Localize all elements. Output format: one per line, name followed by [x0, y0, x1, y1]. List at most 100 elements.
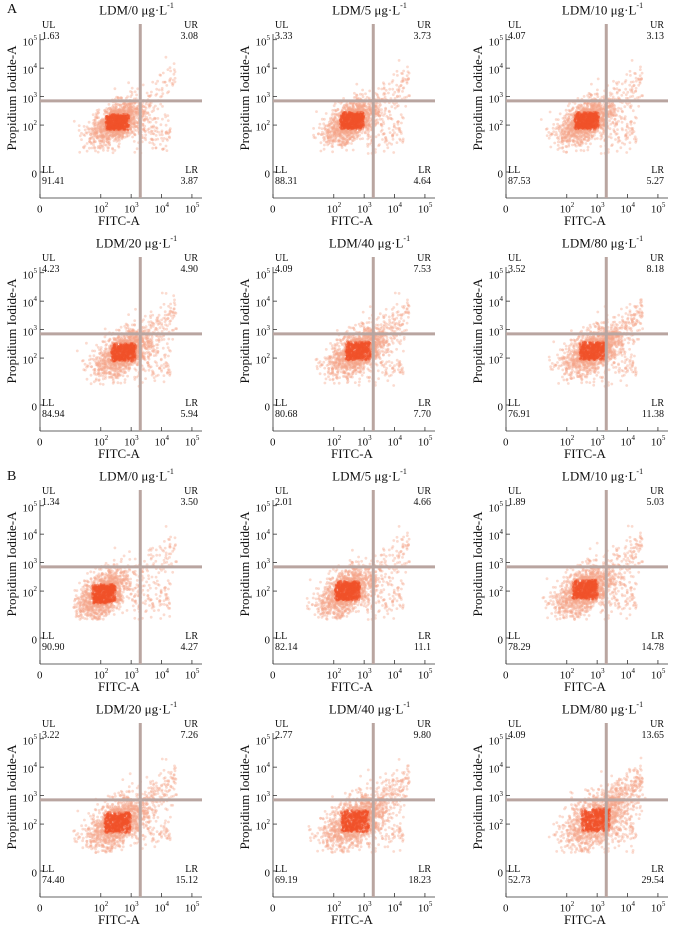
- event-dot: [91, 122, 95, 125]
- event-dot: [126, 108, 130, 112]
- event-dot: [130, 111, 134, 115]
- event-dot: [600, 111, 604, 115]
- event-dot: [161, 92, 165, 95]
- event-dot: [118, 134, 122, 138]
- event-dot: [552, 123, 556, 126]
- event-dot: [108, 137, 112, 141]
- event-dot: [562, 130, 566, 134]
- event-dot: [367, 133, 371, 137]
- event-dot: [559, 134, 562, 137]
- event-dot: [126, 130, 130, 134]
- event-dot: [572, 111, 576, 115]
- event-dot: [98, 146, 102, 150]
- event-dot: [141, 112, 145, 116]
- event-dot: [147, 103, 151, 106]
- event-dot: [117, 110, 121, 114]
- event-dot: [131, 118, 135, 122]
- event-dot: [123, 109, 127, 113]
- event-dot: [361, 122, 365, 126]
- event-dot: [387, 109, 391, 113]
- event-dot: [99, 143, 102, 146]
- event-dot: [92, 143, 95, 147]
- event-dot: [100, 144, 104, 148]
- event-dot: [101, 119, 105, 123]
- event-dot: [381, 120, 385, 123]
- event-dot: [86, 127, 90, 131]
- event-dot: [125, 104, 128, 108]
- event-dot: [624, 133, 628, 137]
- event-dot: [129, 90, 132, 93]
- event-dot: [98, 127, 102, 131]
- event-dot: [377, 133, 381, 137]
- event-dot: [130, 125, 134, 129]
- tick-exp: 4: [266, 62, 271, 71]
- event-dot: [585, 139, 589, 142]
- event-dot: [364, 121, 368, 125]
- event-dot: [347, 133, 350, 137]
- event-dot: [98, 135, 102, 139]
- event-dot: [146, 111, 150, 115]
- event-dot: [100, 135, 104, 138]
- tick-base: 10: [184, 203, 196, 216]
- event-dot: [387, 91, 390, 95]
- event-dot: [361, 88, 364, 92]
- event-dot: [356, 131, 359, 135]
- event-dot: [348, 124, 352, 127]
- event-dot: [129, 119, 133, 123]
- event-dot: [630, 85, 634, 89]
- event-dot: [130, 107, 134, 110]
- event-dot: [102, 119, 106, 123]
- event-dot: [615, 149, 619, 153]
- event-dot: [591, 107, 595, 110]
- event-dot: [143, 136, 147, 140]
- cytometry-panel: LDM/10 μg·L-1 UL 4.07 UR 3.13 LL 87.53 LR 5.27 Pr…: [466, 0, 699, 233]
- event-dot: [135, 107, 139, 111]
- event-dot: [95, 113, 99, 116]
- event-dot: [617, 136, 621, 139]
- event-dot: [98, 122, 101, 126]
- event-dot: [539, 118, 543, 121]
- event-dot: [554, 127, 558, 131]
- event-dot: [320, 127, 324, 130]
- event-dot: [392, 151, 396, 154]
- event-dot: [152, 124, 155, 128]
- quadrant-label-lr: LR 3.87: [181, 165, 199, 187]
- quadrant-value: 3.13: [646, 31, 665, 42]
- quadrant-value: 5.27: [646, 176, 665, 187]
- event-dot: [130, 110, 134, 114]
- tick-exp: 2: [33, 119, 38, 128]
- event-dot: [365, 128, 368, 132]
- event-dot: [570, 113, 573, 117]
- quadrant-name: UR: [650, 20, 664, 31]
- event-dot: [567, 113, 571, 117]
- event-dot: [560, 128, 564, 132]
- event-dot: [132, 122, 136, 126]
- event-dot: [129, 110, 133, 114]
- quadrant-name: UL: [42, 20, 56, 31]
- event-dot: [585, 135, 589, 138]
- event-dot: [160, 129, 164, 133]
- event-dot: [582, 102, 586, 106]
- event-dot: [100, 125, 103, 129]
- title-unit: μg·L: [141, 2, 168, 18]
- event-dot: [157, 130, 161, 134]
- event-dot: [113, 135, 117, 138]
- event-dot: [171, 78, 175, 82]
- event-dot: [135, 124, 139, 128]
- event-dot: [111, 125, 115, 129]
- x-axis-title: FITC-A: [564, 213, 606, 228]
- event-dot: [131, 130, 135, 134]
- event-dot: [116, 103, 120, 106]
- event-dot: [365, 111, 369, 114]
- event-dot: [116, 112, 119, 116]
- event-dot: [111, 131, 115, 135]
- event-dot: [132, 105, 135, 108]
- event-dot: [96, 123, 100, 127]
- event-dot: [109, 125, 113, 129]
- event-dot: [97, 134, 100, 138]
- event-dot: [114, 125, 118, 129]
- event-dot: [112, 133, 116, 137]
- event-dot: [388, 113, 392, 117]
- quadrant-label-ll: LL 87.53: [508, 165, 531, 187]
- event-dot: [381, 138, 384, 141]
